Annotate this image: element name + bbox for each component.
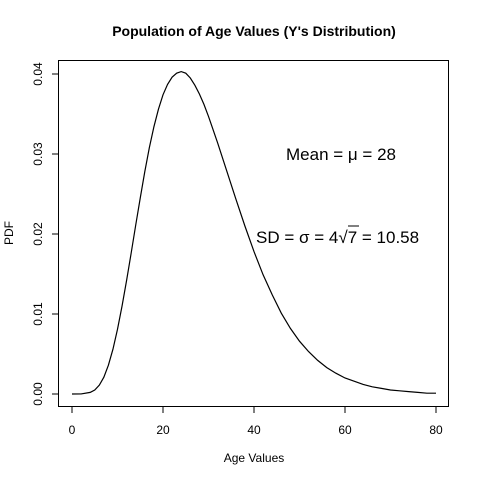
x-tick-label: 0 — [69, 423, 76, 437]
sd-prefix: SD = — [256, 228, 299, 247]
x-tick-label: 80 — [429, 423, 443, 437]
x-tick-label: 60 — [338, 423, 352, 437]
y-tick-label: 0.00 — [31, 382, 45, 406]
sd-annotation: SD = σ = 4√7 = 10.58 — [256, 225, 419, 247]
x-axis-label: Age Values — [224, 451, 285, 465]
mean-annotation-text: Mean = μ = 28 — [286, 145, 396, 164]
y-tick-label: 0.03 — [31, 142, 45, 166]
density-curve — [71, 70, 436, 395]
mean-prefix: Mean = — [286, 145, 348, 164]
sd-symbol: σ — [299, 228, 310, 247]
mean-suffix: = 28 — [358, 145, 396, 164]
sd-middle: = 4 — [310, 228, 339, 247]
mean-annotation: Mean = μ = 28 — [286, 145, 396, 164]
x-tick-label: 20 — [156, 423, 170, 437]
y-axis: 0.00 0.01 0.02 0.03 0.04 — [31, 62, 59, 406]
sd-radicand: 7 — [348, 228, 357, 247]
y-tick-label: 0.04 — [31, 62, 45, 86]
sd-suffix: = 10.58 — [357, 228, 419, 247]
y-axis-label: PDF — [2, 221, 16, 245]
sd-annotation-text: SD = σ = 4√7 = 10.58 — [256, 228, 419, 247]
x-tick-label: 40 — [247, 423, 261, 437]
y-tick-label: 0.02 — [31, 222, 45, 246]
x-axis: 0 20 40 60 80 — [69, 406, 443, 437]
chart-title: Population of Age Values (Y's Distributi… — [112, 23, 396, 39]
mean-symbol: μ — [348, 145, 358, 164]
y-tick-label: 0.01 — [31, 302, 45, 326]
sd-radical: √ — [338, 228, 348, 247]
